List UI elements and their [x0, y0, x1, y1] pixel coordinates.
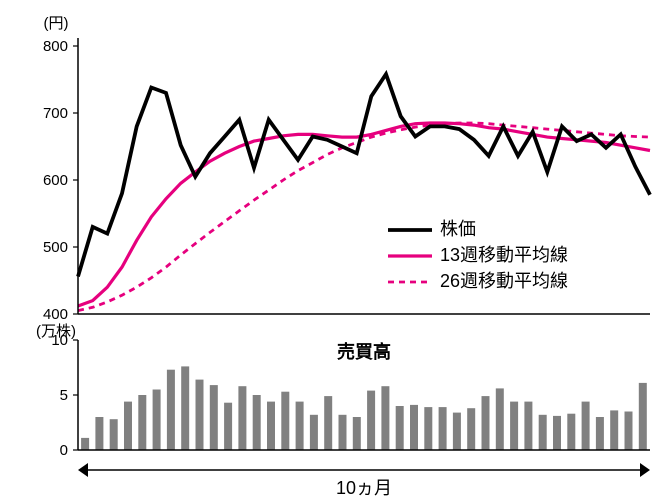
price-y-unit: (円) — [44, 15, 69, 32]
volume-bar — [553, 416, 561, 450]
volume-bar — [510, 402, 518, 450]
price-ytick-label: 800 — [43, 38, 68, 55]
volume-bar — [324, 396, 332, 450]
volume-bar — [339, 415, 347, 450]
timespan-arrow-right — [640, 463, 650, 477]
volume-bar — [196, 380, 204, 450]
volume-bar — [439, 407, 447, 450]
volume-bar — [167, 370, 175, 450]
volume-title: 売買高 — [337, 341, 391, 362]
volume-bar — [596, 417, 604, 450]
volume-bar — [267, 402, 275, 450]
volume-bar — [353, 417, 361, 450]
volume-bar — [381, 386, 389, 450]
volume-bar — [582, 402, 590, 450]
volume-bar — [625, 412, 633, 451]
volume-bar — [567, 414, 575, 450]
volume-ytick-label: 10 — [51, 332, 68, 349]
volume-bar — [153, 390, 161, 451]
chart-svg: 400500600700800(円)株価13週移動平均線26週移動平均線(万株)… — [0, 0, 670, 502]
volume-bar — [110, 419, 118, 450]
volume-bar — [224, 403, 232, 450]
chart-container: 400500600700800(円)株価13週移動平均線26週移動平均線(万株)… — [0, 0, 670, 502]
price-ytick-label: 400 — [43, 306, 68, 323]
volume-ytick-label: 0 — [60, 442, 68, 459]
timespan-label: 10ヵ月 — [336, 478, 392, 498]
volume-bar — [310, 415, 318, 450]
volume-bar — [253, 395, 261, 450]
legend-label-ma26: 26週移動平均線 — [440, 271, 568, 291]
price-ytick-label: 500 — [43, 239, 68, 256]
volume-bar — [639, 383, 647, 450]
volume-bar — [396, 406, 404, 450]
price-ytick-label: 700 — [43, 105, 68, 122]
volume-bar — [467, 408, 475, 450]
volume-bar — [424, 407, 432, 450]
volume-bar — [181, 366, 189, 450]
volume-bar — [524, 402, 532, 450]
volume-bar — [210, 385, 218, 450]
volume-bar — [539, 415, 547, 450]
legend-label-price: 株価 — [440, 219, 476, 239]
volume-bar — [124, 402, 132, 450]
volume-bar — [482, 396, 490, 450]
volume-ytick-label: 5 — [60, 387, 68, 404]
volume-bar — [453, 413, 461, 450]
timespan-arrow-left — [78, 463, 88, 477]
volume-bar — [238, 386, 246, 450]
volume-bar — [81, 438, 89, 450]
volume-bar — [610, 410, 618, 450]
volume-bar — [296, 402, 304, 450]
legend-label-ma13: 13週移動平均線 — [440, 245, 568, 265]
volume-bar — [367, 391, 375, 450]
volume-bar — [496, 388, 504, 450]
volume-bar — [281, 392, 289, 450]
volume-bar — [138, 395, 146, 450]
price-ytick-label: 600 — [43, 172, 68, 189]
volume-bar — [95, 417, 103, 450]
volume-bar — [410, 405, 418, 450]
